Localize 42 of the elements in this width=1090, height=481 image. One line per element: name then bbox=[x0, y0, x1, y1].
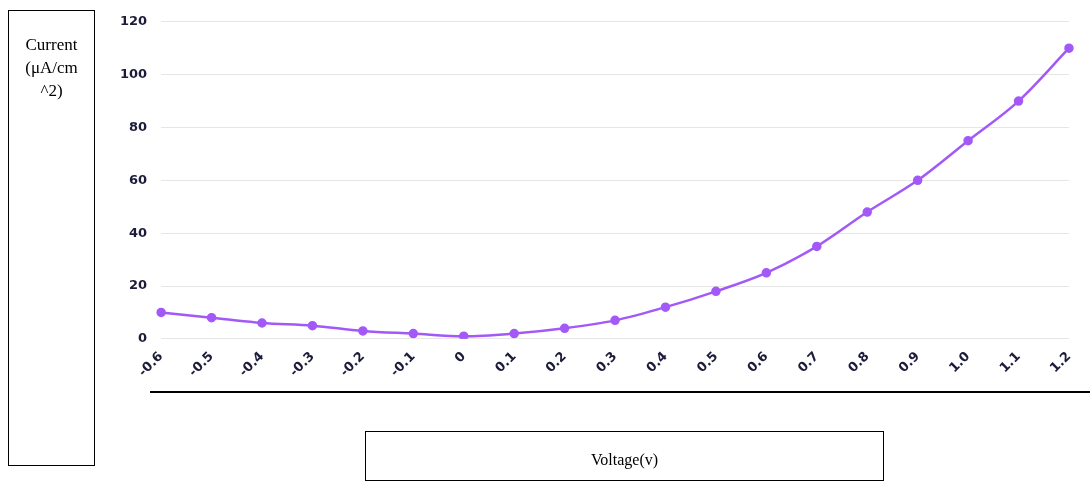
y-axis-title: Current (μA/cm^2) bbox=[8, 10, 95, 466]
point bbox=[711, 286, 721, 297]
x-tick-label: 0.1 bbox=[491, 348, 519, 376]
point bbox=[862, 207, 872, 217]
point bbox=[963, 135, 973, 146]
x-tick-label: -0.1 bbox=[387, 348, 418, 379]
x-tick-label: 0.8 bbox=[844, 348, 872, 376]
x-tick-label: 1.0 bbox=[945, 348, 973, 376]
point bbox=[358, 326, 368, 336]
point bbox=[559, 323, 570, 334]
x-tick-label: 0 bbox=[451, 348, 469, 366]
x-tick-label: 0.7 bbox=[794, 348, 822, 376]
y-tick-label: 0 bbox=[138, 330, 148, 346]
point bbox=[610, 315, 620, 326]
point bbox=[1013, 96, 1024, 106]
y-tick-label: 20 bbox=[129, 277, 148, 293]
x-tick-label: 1.1 bbox=[996, 348, 1024, 376]
point bbox=[206, 312, 217, 323]
point bbox=[812, 241, 822, 252]
x-tick-label: 0.4 bbox=[643, 348, 670, 376]
x-tick-label: 1.2 bbox=[1046, 348, 1074, 376]
y-tick-label: 60 bbox=[129, 171, 148, 187]
point bbox=[660, 302, 671, 312]
point bbox=[307, 320, 318, 331]
point bbox=[408, 328, 419, 339]
point bbox=[912, 175, 923, 186]
x-tick-label: 0.5 bbox=[693, 348, 721, 376]
point bbox=[509, 328, 519, 339]
point bbox=[459, 331, 469, 339]
point bbox=[761, 268, 772, 278]
y-tick-label: 80 bbox=[129, 118, 148, 134]
x-axis-title: Voltage(v) bbox=[365, 431, 884, 481]
y-tick-label: 100 bbox=[120, 66, 148, 82]
x-tick-label: 0.9 bbox=[895, 348, 923, 376]
point bbox=[156, 307, 166, 318]
x-tick-label: 0.6 bbox=[743, 348, 771, 376]
point bbox=[1064, 43, 1074, 53]
point bbox=[257, 318, 267, 328]
x-tick-label: 0.3 bbox=[592, 348, 620, 376]
x-tick-label: 0.2 bbox=[542, 348, 570, 376]
y-tick-label: 120 bbox=[120, 13, 148, 29]
y-tick-label: 40 bbox=[129, 224, 148, 240]
